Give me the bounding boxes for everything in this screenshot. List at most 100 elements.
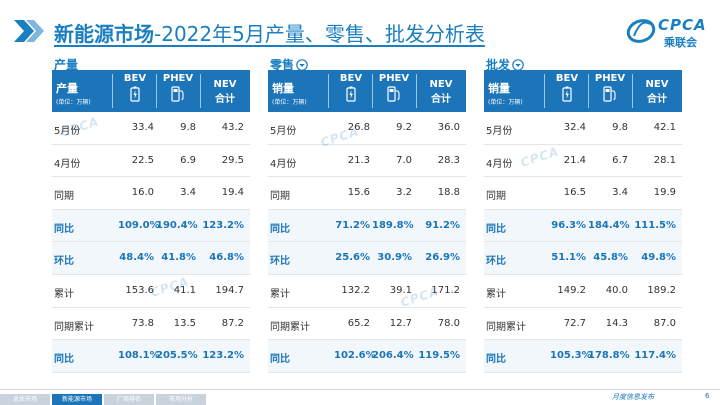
cell-phev: 41.1	[173, 284, 196, 296]
header-corner: 销量 (单位：万辆)	[272, 80, 307, 106]
cell-phev: 45.8%	[593, 252, 628, 264]
cell-bev: 73.8	[131, 317, 154, 329]
row-label: 同比	[270, 223, 290, 235]
panel-label: 零售	[270, 56, 308, 73]
panel-header: 产量 (单位：万辆) BEV PHEV NEV 合计	[52, 70, 250, 112]
header-corner-label: 产量	[56, 82, 78, 95]
cell-nev: 87.0	[653, 317, 676, 329]
cell-nev: 28.1	[653, 154, 676, 166]
header-divider	[588, 74, 589, 108]
row-label: 4月份	[54, 158, 81, 170]
table-row: 4月份 22.5 6.9 29.5	[52, 145, 250, 178]
header-divider	[416, 74, 417, 108]
table-body: 5月份 33.4 9.8 43.2 4月份 22.5 6.9 29.5 同期 1…	[52, 112, 250, 373]
cell-bev: 15.6	[347, 187, 370, 199]
header-bev: BEV	[332, 73, 370, 102]
table-row: 同比 71.2% 189.8% 91.2%	[268, 209, 466, 243]
cell-nev: 26.9%	[425, 252, 460, 264]
cell-bev: 21.3	[347, 154, 370, 166]
cell-bev: 51.1%	[551, 252, 586, 264]
header-divider	[544, 74, 545, 108]
table-row: 环比 48.4% 41.8% 46.8%	[52, 242, 250, 275]
cell-phev: 14.3	[605, 317, 628, 329]
cell-bev: 22.5	[131, 154, 154, 166]
cell-bev: 149.2	[557, 284, 586, 296]
cell-bev: 71.2%	[335, 219, 370, 231]
charging-pump-icon	[387, 86, 400, 102]
cell-phev: 9.8	[612, 122, 628, 133]
cell-nev: 18.8	[437, 187, 460, 199]
cell-phev: 9.8	[180, 122, 196, 133]
header-phev: PHEV	[374, 73, 414, 102]
row-label: 累计	[486, 288, 506, 300]
cell-bev: 132.2	[341, 284, 370, 296]
header-corner: 产量 (单位：万辆)	[56, 80, 91, 106]
header-unit: (单位：万辆)	[488, 99, 523, 106]
panel-header: 销量 (单位：万辆) BEV PHEV NEV 合计	[268, 70, 466, 112]
cell-phev: 39.1	[389, 284, 412, 296]
battery-icon	[562, 86, 572, 102]
cell-phev: 30.9%	[377, 252, 412, 264]
cell-nev: 119.5%	[418, 350, 460, 362]
cell-nev: 46.8%	[209, 252, 244, 264]
cell-phev: 40.0	[605, 284, 628, 296]
cell-phev: 41.8%	[161, 252, 196, 264]
footer-tab[interactable]: 市场分析	[156, 394, 206, 405]
cell-bev: 65.2	[347, 317, 370, 329]
header-phev: PHEV	[590, 73, 630, 102]
footer-tab[interactable]: 新能源市场	[52, 394, 102, 405]
table-row: 同比 105.3% 178.8% 117.4%	[484, 340, 682, 373]
cell-nev: 194.7	[215, 284, 244, 296]
header-corner-label: 销量	[488, 82, 510, 95]
footer-text: 月度信息发布	[612, 393, 654, 401]
cell-bev: 32.4	[563, 122, 586, 133]
cell-bev: 108.1%	[118, 350, 160, 362]
cell-nev: 111.5%	[634, 219, 676, 231]
cell-nev: 117.4%	[634, 350, 676, 362]
table-row: 同期 16.5 3.4 19.9	[484, 177, 682, 210]
cell-nev: 87.2	[221, 317, 244, 329]
cell-nev: 28.3	[437, 154, 460, 166]
row-label: 同期累计	[54, 321, 94, 333]
panel-header: 销量 (单位：万辆) BEV PHEV NEV 合计	[484, 70, 682, 112]
header-bev: BEV	[116, 73, 154, 102]
cell-nev: 29.5	[221, 154, 244, 166]
header-nev: NEV 合计	[429, 79, 453, 105]
table-row: 累计 132.2 39.1 171.2	[268, 275, 466, 308]
footer-tab[interactable]: 厂商排名	[104, 394, 154, 405]
table-row: 环比 25.6% 30.9% 26.9%	[268, 242, 466, 275]
page-title: 新能源市场-2022年5月产量、零售、批发分析表	[54, 22, 485, 46]
header-corner-label: 销量	[272, 82, 294, 95]
cell-nev: 189.2	[647, 284, 676, 296]
cell-nev: 91.2%	[425, 219, 460, 231]
cell-phev: 190.4%	[156, 219, 198, 231]
footer-divider	[0, 389, 720, 390]
cell-nev: 78.0	[437, 317, 460, 329]
header-unit: (单位：万辆)	[272, 99, 307, 106]
row-label: 同期	[54, 191, 74, 203]
cell-bev: 72.7	[563, 317, 586, 329]
row-label: 环比	[54, 256, 74, 268]
header-nev: NEV 合计	[213, 79, 237, 105]
cell-phev: 12.7	[389, 317, 412, 329]
header-divider	[632, 74, 633, 108]
table-row: 同期累计 72.7 14.3 87.0	[484, 308, 682, 341]
cell-bev: 26.8	[347, 122, 370, 133]
header-divider	[328, 74, 329, 108]
row-label: 同比	[486, 354, 506, 366]
row-label: 同期	[270, 191, 290, 203]
header-unit: (单位：万辆)	[56, 99, 91, 106]
footer-tab[interactable]: 总体市场	[0, 394, 50, 405]
cell-phev: 184.4%	[588, 219, 630, 231]
cell-bev: 105.3%	[550, 350, 592, 362]
cell-phev: 13.5	[173, 317, 196, 329]
table-row: 同比 96.3% 184.4% 111.5%	[484, 209, 682, 243]
header-divider	[200, 74, 201, 108]
cell-phev: 6.9	[180, 154, 196, 166]
table-row: 同期 15.6 3.2 18.8	[268, 177, 466, 210]
cell-phev: 206.4%	[372, 350, 414, 362]
row-label: 5月份	[54, 126, 81, 137]
row-label: 5月份	[270, 126, 297, 137]
table-row: 同期累计 65.2 12.7 78.0	[268, 308, 466, 341]
cell-nev: 171.2	[431, 284, 460, 296]
